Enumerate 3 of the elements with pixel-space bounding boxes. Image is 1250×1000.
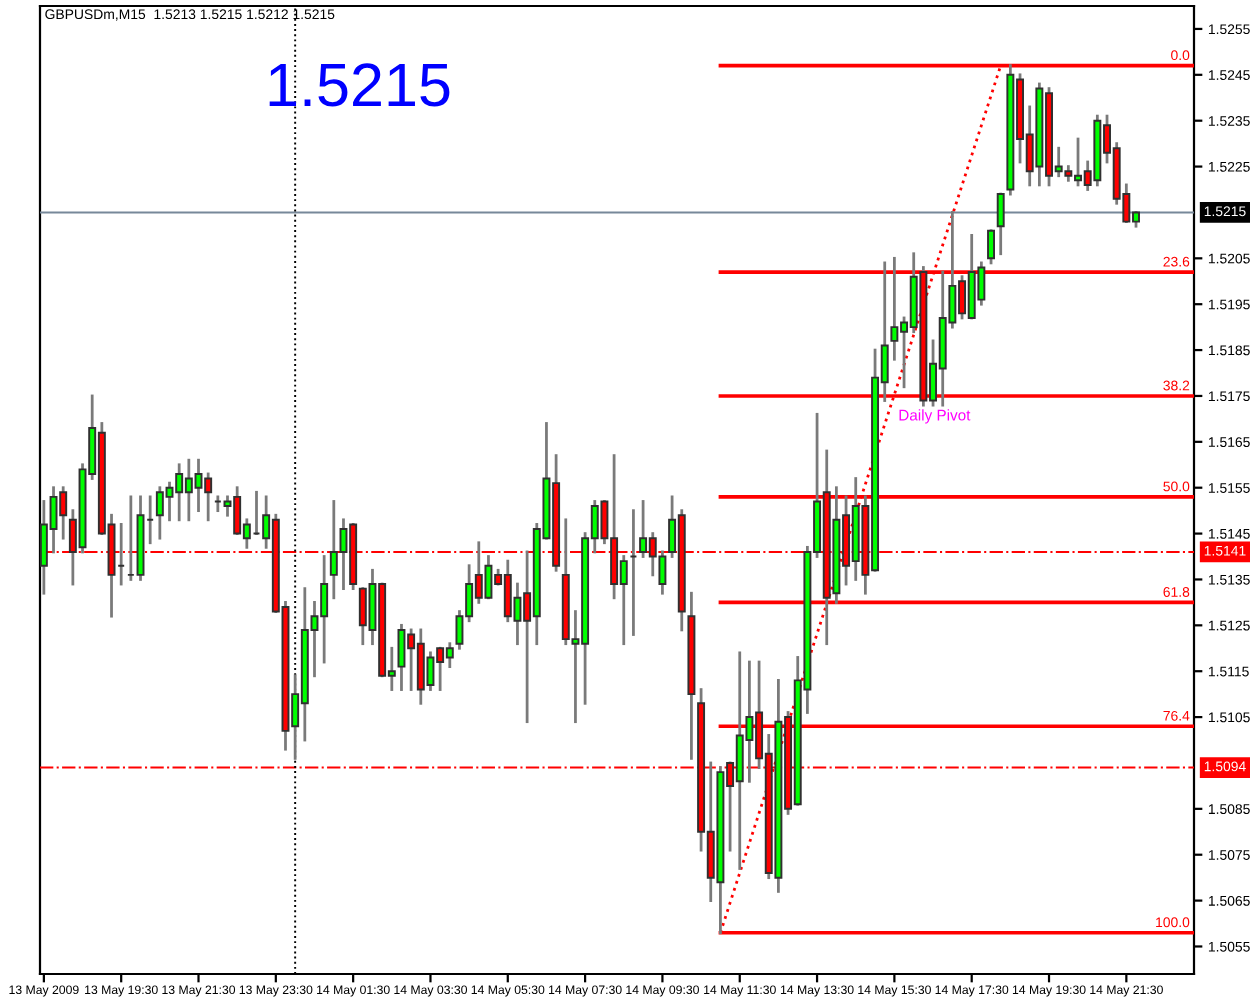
candlestick xyxy=(996,192,1005,256)
candlestick xyxy=(987,229,995,265)
annotation: 1.5215 xyxy=(269,63,450,107)
